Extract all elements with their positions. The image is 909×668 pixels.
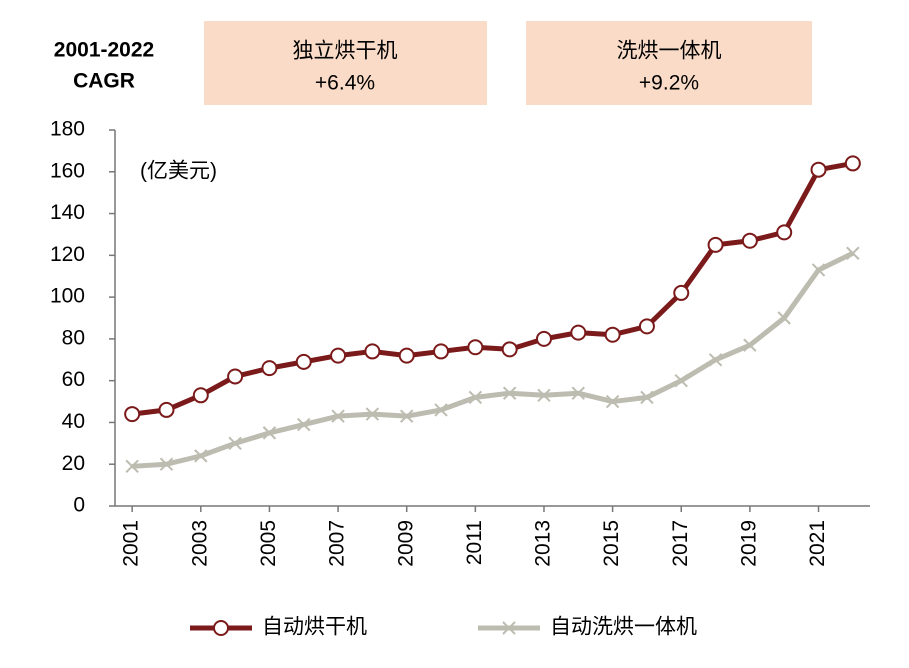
x-tick-label: 2019 [737,520,760,567]
x-tick-label: 2015 [600,520,623,567]
cagr-title: CAGR [73,70,135,93]
legend-marker [213,620,229,636]
point [228,436,242,451]
y-tick-label: 140 [50,201,85,224]
point [501,341,518,358]
point [708,353,723,367]
point [330,347,347,364]
series-line [132,250,854,469]
point [262,426,277,440]
point [673,284,690,301]
point [192,387,209,404]
point [776,224,793,241]
point [707,236,724,253]
point [741,232,758,249]
y-tick-label: 20 [62,452,85,475]
point [331,409,345,423]
x-tick-label: 2009 [394,520,417,567]
point [535,330,552,347]
x-tick-label: 2017 [669,520,692,567]
y-tick-label: 80 [62,326,85,349]
point [811,263,826,277]
point [297,417,311,432]
point [399,409,414,423]
point [674,373,688,388]
box-value: +9.2% [639,72,699,95]
point [810,161,827,178]
x-tick-label: 2005 [257,520,280,567]
legend-label: 自动烘干机 [262,616,367,639]
y-tick-label: 120 [50,243,85,266]
y-tick-label: 0 [73,494,85,517]
box-value: +6.4% [315,72,375,95]
box-label: 独立烘干机 [293,40,398,63]
point [743,338,757,352]
point [295,353,312,370]
unit-label: (亿美元) [140,160,217,183]
legend-marker [502,621,516,635]
point [468,390,483,405]
x-tick-label: 2001 [120,520,143,567]
point [638,318,655,335]
point [434,403,448,417]
series-line [131,160,854,417]
y-tick-label: 60 [62,368,85,391]
point [194,449,208,463]
point [571,386,586,400]
x-tick-label: 2003 [188,520,211,567]
point [365,407,380,421]
x-tick-label: 2021 [806,520,829,567]
point [398,347,415,364]
x-tick-label: 2013 [532,520,555,567]
annotation-box [204,21,487,105]
point [846,246,860,260]
y-tick-label: 180 [50,118,85,141]
x-tick-label: 2007 [326,520,349,567]
annotation-box [526,21,812,105]
point [261,360,278,377]
box-label: 洗烘一体机 [617,40,722,63]
y-tick-label: 160 [50,159,85,182]
point [158,401,175,418]
point [604,326,621,343]
point [364,343,381,360]
point [605,394,620,409]
legend-label: 自动洗烘一体机 [550,616,697,639]
cagr-title: 2001-2022 [54,39,154,62]
y-tick-label: 40 [62,410,85,433]
point [125,459,139,474]
point [570,324,587,341]
x-tick-label: 2011 [463,520,486,565]
point [433,343,450,360]
point [640,390,654,405]
point [467,339,484,356]
point [159,457,174,471]
point [777,311,791,325]
point [844,155,861,172]
point [227,368,244,385]
point [124,406,141,423]
y-tick-label: 100 [50,285,85,308]
point [502,386,517,400]
point [537,388,551,402]
